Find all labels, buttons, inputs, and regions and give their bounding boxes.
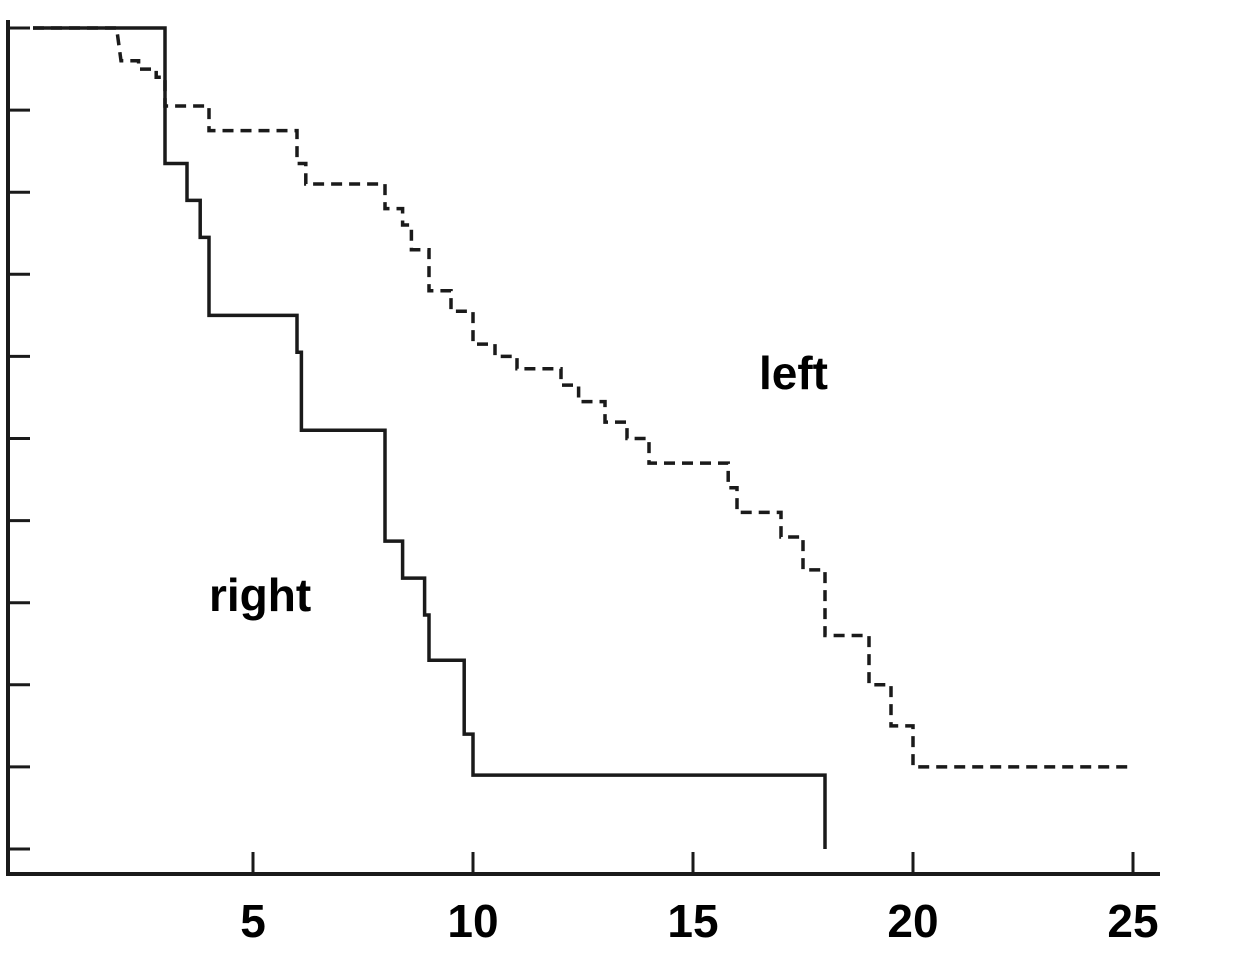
y-axis-ticks (8, 26, 30, 851)
series-lines (33, 26, 1133, 849)
series-label-right: right (209, 569, 311, 621)
series-label-left: left (759, 347, 828, 399)
series-labels: right left (209, 347, 828, 621)
x-tick-label-20: 20 (887, 895, 938, 947)
x-axis-ticks: 5 10 15 20 25 (240, 852, 1159, 947)
series-line-right (33, 26, 827, 849)
series-line-left (33, 26, 1133, 769)
x-tick-label-15: 15 (667, 895, 718, 947)
x-tick-label-25: 25 (1107, 895, 1158, 947)
x-tick-label-10: 10 (447, 895, 498, 947)
x-tick-label-5: 5 (240, 895, 266, 947)
